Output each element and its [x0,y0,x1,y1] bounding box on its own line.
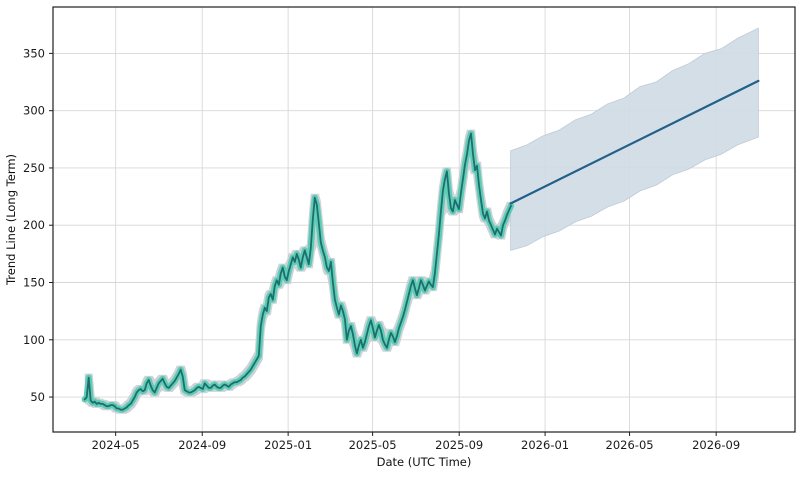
y-tick-label: 250 [23,161,45,175]
forecast-confidence-band [510,27,759,251]
historical-line [83,132,512,411]
y-tick-label: 100 [23,333,45,347]
x-tick-label: 2024-09 [178,438,226,452]
plot-border [52,6,796,433]
confidence-band-area [510,27,759,251]
y-tick-label: 300 [23,104,45,118]
x-tick-label: 2025-09 [435,438,483,452]
y-axis-label: Trend Line (Long Term) [4,154,18,286]
x-axis-label: Date (UTC Time) [377,455,472,469]
x-tick-label: 2026-09 [692,438,740,452]
x-tick-label: 2024-05 [92,438,140,452]
x-tick-label: 2026-05 [606,438,654,452]
forecast-line [509,79,760,205]
y-tick-label: 150 [23,276,45,290]
tick-labels: 2024-05 2024-09 2025-01 2025-05 2025-09 2026-… [23,46,740,452]
y-tick-label: 50 [30,390,45,404]
y-tick-label: 350 [23,46,45,60]
x-tick-label: 2025-01 [264,438,312,452]
y-tick-label: 200 [23,218,45,232]
x-tick-label: 2026-01 [521,438,569,452]
forecast-line-group [509,79,760,205]
axis-ticks [49,52,717,436]
historical-series [81,129,515,414]
x-tick-label: 2025-05 [349,438,397,452]
